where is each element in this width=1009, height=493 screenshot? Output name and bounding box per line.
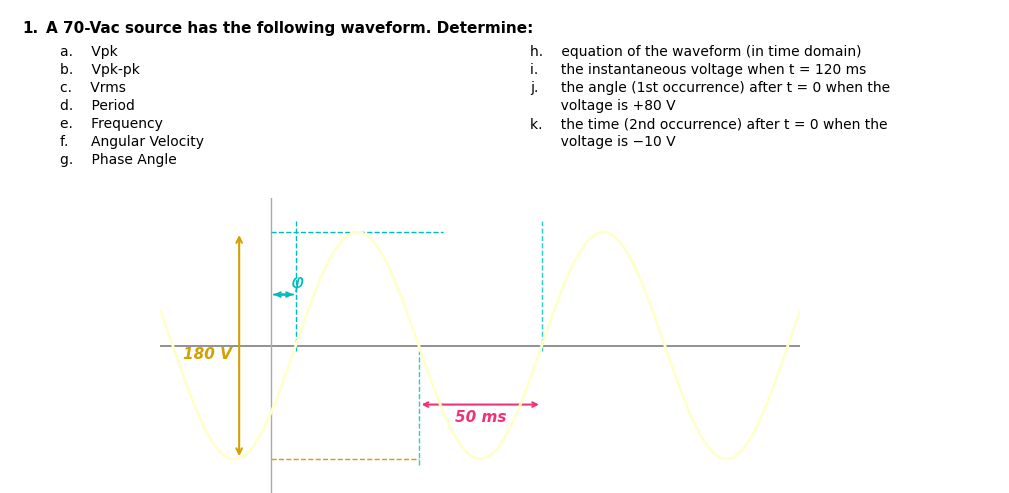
Text: φ: φ xyxy=(291,273,304,292)
Text: d.  Period: d. Period xyxy=(60,99,135,113)
Text: a.  Vpk: a. Vpk xyxy=(60,45,118,59)
Text: f.   Angular Velocity: f. Angular Velocity xyxy=(60,135,204,149)
Text: i.   the instantaneous voltage when t = 120 ms: i. the instantaneous voltage when t = 12… xyxy=(530,63,867,77)
Text: 1.: 1. xyxy=(22,21,38,36)
Text: b.  Vpk-pk: b. Vpk-pk xyxy=(60,63,140,77)
Text: e.  Frequency: e. Frequency xyxy=(60,117,162,131)
Text: j.   the angle (1st occurrence) after t = 0 when the: j. the angle (1st occurrence) after t = … xyxy=(530,81,890,95)
Text: h.  equation of the waveform (in time domain): h. equation of the waveform (in time dom… xyxy=(530,45,862,59)
Text: A 70-Vac source has the following waveform. Determine:: A 70-Vac source has the following wavefo… xyxy=(46,21,534,36)
Text: g.  Phase Angle: g. Phase Angle xyxy=(60,153,177,167)
Text: voltage is +80 V: voltage is +80 V xyxy=(530,99,676,113)
Text: k.  the time (2nd occurrence) after t = 0 when the: k. the time (2nd occurrence) after t = 0… xyxy=(530,117,888,131)
Text: c.  Vrms: c. Vrms xyxy=(60,81,126,95)
Text: voltage is −10 V: voltage is −10 V xyxy=(530,135,676,149)
Text: 180 V: 180 V xyxy=(183,347,232,362)
Text: 50 ms: 50 ms xyxy=(454,410,507,425)
